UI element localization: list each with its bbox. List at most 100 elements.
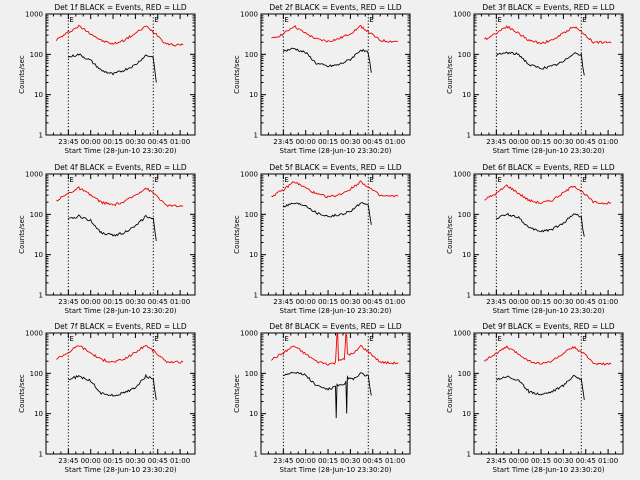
x-tick-label: 00:45: [363, 457, 383, 465]
event-marker-label: E: [582, 176, 586, 184]
x-tick-label: 00:00: [81, 457, 101, 465]
x-tick-label: 23:45: [58, 298, 78, 306]
chart-title: Det 1f BLACK = Events, RED = LLD: [54, 3, 187, 12]
event-marker-label: E: [497, 16, 501, 24]
lld-series-line: [56, 345, 184, 364]
events-series-line: [68, 373, 157, 400]
event-marker-label: E: [369, 335, 373, 343]
y-tick-label: 10: [34, 91, 43, 99]
chart-panel-4: Det 4f BLACK = Events, RED = LLD 1 10 100 10…: [18, 163, 196, 315]
x-axis-label: Start Time (28-Jun-10 23:30:20): [493, 147, 605, 155]
x-tick-label: 00:45: [148, 457, 168, 465]
y-tick-label: 100: [245, 51, 258, 59]
x-tick-label: 00:30: [340, 298, 360, 306]
x-tick-label: 00:30: [340, 138, 360, 146]
x-axis-label: Start Time (28-Jun-10 23:30:20): [65, 466, 177, 474]
x-tick-label: 00:30: [125, 457, 145, 465]
x-tick-label: 00:45: [576, 457, 596, 465]
events-series-line: [496, 212, 585, 237]
x-tick-label: 00:15: [531, 138, 551, 146]
y-tick-label: 1: [467, 132, 471, 140]
chart-panel-5: Det 5f BLACK = Events, RED = LLD 1 10 100 10…: [233, 163, 411, 315]
x-tick-label: 00:15: [103, 457, 123, 465]
lld-series-line: [271, 332, 399, 366]
x-tick-label: 00:30: [553, 457, 573, 465]
event-marker-label: E: [582, 16, 586, 24]
x-tick-label: 23:45: [486, 138, 506, 146]
chart-panel-7: Det 7f BLACK = Events, RED = LLD 1 10 100 10…: [18, 322, 196, 474]
x-tick-label: 00:45: [148, 138, 168, 146]
x-tick-label: 23:45: [486, 298, 506, 306]
event-marker-label: E: [582, 335, 586, 343]
chart-panel-2: Det 2f BLACK = Events, RED = LLD 1 10 100 10…: [233, 3, 411, 155]
y-tick-label: 1000: [240, 11, 258, 19]
y-tick-label: 10: [249, 410, 258, 418]
lld-series-line: [484, 184, 612, 205]
y-axis-label: Counts/sec: [233, 215, 241, 254]
x-tick-label: 23:45: [273, 457, 293, 465]
y-tick-label: 1000: [25, 11, 43, 19]
chart-title: Det 9f BLACK = Events, RED = LLD: [482, 322, 615, 331]
event-marker-label: E: [69, 335, 73, 343]
x-axis-label: Start Time (28-Jun-10 23:30:20): [493, 466, 605, 474]
y-tick-label: 1000: [453, 330, 471, 338]
x-axis-label: Start Time (28-Jun-10 23:30:20): [65, 147, 177, 155]
x-tick-label: 00:00: [81, 298, 101, 306]
x-tick-label: 23:45: [58, 138, 78, 146]
y-axis-label: Counts/sec: [446, 215, 454, 254]
y-tick-label: 1000: [25, 330, 43, 338]
x-tick-label: 00:00: [509, 138, 529, 146]
y-tick-label: 1000: [453, 11, 471, 19]
x-tick-label: 23:45: [58, 457, 78, 465]
events-series-line: [495, 51, 585, 76]
chart-panel-9: Det 9f BLACK = Events, RED = LLD 1 10 100 10…: [446, 322, 624, 474]
events-series-line: [67, 53, 157, 83]
x-tick-label: 00:15: [318, 457, 338, 465]
x-tick-label: 01:00: [385, 298, 405, 306]
x-tick-label: 00:15: [318, 138, 338, 146]
chart-title: Det 4f BLACK = Events, RED = LLD: [54, 163, 187, 172]
y-axis-label: Counts/sec: [18, 374, 26, 413]
y-tick-label: 1: [39, 292, 43, 300]
y-axis-label: Counts/sec: [18, 55, 26, 94]
events-series-line: [283, 47, 372, 73]
x-axis-label: Start Time (28-Jun-10 23:30:20): [493, 307, 605, 315]
x-tick-label: 00:30: [553, 138, 573, 146]
x-tick-label: 00:00: [296, 298, 316, 306]
x-tick-label: 00:45: [363, 298, 383, 306]
y-axis-label: Counts/sec: [233, 55, 241, 94]
x-tick-label: 01:00: [598, 138, 618, 146]
y-tick-label: 100: [245, 370, 258, 378]
y-tick-label: 10: [34, 251, 43, 259]
y-axis-label: Counts/sec: [18, 215, 26, 254]
chart-panel-1: Det 1f BLACK = Events, RED = LLD 1 10 100 10…: [18, 3, 196, 155]
event-marker-label: E: [369, 16, 373, 24]
chart-panel-3: Det 3f BLACK = Events, RED = LLD 1 10 100 10…: [446, 3, 624, 155]
y-tick-label: 100: [245, 211, 258, 219]
lld-series-line: [55, 24, 184, 47]
lld-series-line: [484, 25, 612, 45]
y-tick-label: 100: [30, 370, 43, 378]
events-series-line: [283, 202, 372, 225]
x-tick-label: 23:45: [273, 298, 293, 306]
event-marker-label: E: [69, 176, 73, 184]
event-marker-label: E: [369, 176, 373, 184]
x-tick-label: 00:00: [296, 457, 316, 465]
x-tick-label: 00:45: [576, 298, 596, 306]
x-tick-label: 23:45: [486, 457, 506, 465]
chart-title: Det 5f BLACK = Events, RED = LLD: [269, 163, 402, 172]
x-tick-label: 00:45: [576, 138, 596, 146]
y-tick-label: 1: [467, 292, 471, 300]
x-tick-label: 00:30: [340, 457, 360, 465]
y-tick-label: 1: [39, 451, 43, 459]
y-tick-label: 10: [34, 410, 43, 418]
y-tick-label: 10: [249, 251, 258, 259]
event-marker-label: E: [284, 335, 288, 343]
y-tick-label: 1: [467, 451, 471, 459]
event-marker-label: E: [154, 176, 158, 184]
x-tick-label: 01:00: [170, 457, 190, 465]
x-tick-label: 00:00: [81, 138, 101, 146]
x-tick-label: 01:00: [598, 457, 618, 465]
x-tick-label: 00:30: [553, 298, 573, 306]
y-tick-label: 1000: [453, 171, 471, 179]
